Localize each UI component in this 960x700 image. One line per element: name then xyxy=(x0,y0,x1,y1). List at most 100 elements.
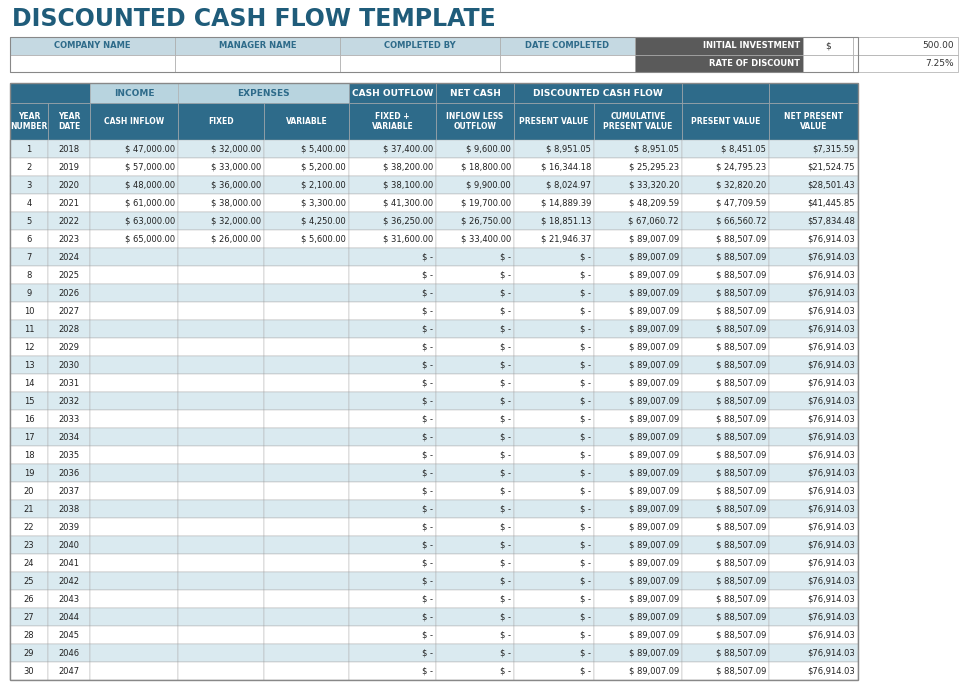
Bar xyxy=(514,626,594,644)
Text: $76,914.03: $76,914.03 xyxy=(807,234,855,244)
Bar xyxy=(264,374,349,392)
Text: $ -: $ - xyxy=(500,666,511,676)
Text: RATE OF DISCOUNT: RATE OF DISCOUNT xyxy=(709,59,800,68)
Text: $ -: $ - xyxy=(580,666,591,676)
Bar xyxy=(264,518,349,536)
Bar xyxy=(90,392,178,410)
Bar xyxy=(178,662,264,680)
Text: $ 47,709.59: $ 47,709.59 xyxy=(716,199,766,207)
Text: $ 89,007.09: $ 89,007.09 xyxy=(629,342,679,351)
Text: $ 33,000.00: $ 33,000.00 xyxy=(211,162,261,172)
Bar xyxy=(178,140,264,158)
Bar xyxy=(48,644,90,662)
Text: $ 89,007.09: $ 89,007.09 xyxy=(629,451,679,459)
Bar xyxy=(48,230,90,248)
Bar xyxy=(436,626,514,644)
Bar xyxy=(514,644,594,662)
Text: 2028: 2028 xyxy=(59,325,80,333)
Text: $ 88,507.09: $ 88,507.09 xyxy=(715,577,766,585)
Text: $ -: $ - xyxy=(422,253,433,262)
Text: $ 88,507.09: $ 88,507.09 xyxy=(715,342,766,351)
Text: $ 89,007.09: $ 89,007.09 xyxy=(629,577,679,585)
Bar xyxy=(500,37,635,55)
Text: $ -: $ - xyxy=(580,288,591,298)
Bar xyxy=(48,338,90,356)
Text: 2021: 2021 xyxy=(59,199,80,207)
Bar xyxy=(682,644,769,662)
Bar xyxy=(436,446,514,464)
Text: 2035: 2035 xyxy=(59,451,80,459)
Text: 2: 2 xyxy=(26,162,32,172)
Bar xyxy=(48,482,90,500)
Text: $ 88,507.09: $ 88,507.09 xyxy=(715,234,766,244)
Bar xyxy=(349,230,436,248)
Text: 13: 13 xyxy=(24,360,35,370)
Text: DISCOUNTED CASH FLOW: DISCOUNTED CASH FLOW xyxy=(533,88,662,97)
Text: 2019: 2019 xyxy=(59,162,80,172)
Bar xyxy=(178,103,264,140)
Text: $ 88,507.09: $ 88,507.09 xyxy=(715,288,766,298)
Bar xyxy=(10,464,48,482)
Text: $76,914.03: $76,914.03 xyxy=(807,577,855,585)
Bar xyxy=(682,374,769,392)
Bar xyxy=(349,500,436,518)
Bar xyxy=(769,230,858,248)
Text: $ 48,209.59: $ 48,209.59 xyxy=(629,199,679,207)
Bar xyxy=(682,284,769,302)
Bar xyxy=(769,103,858,140)
Bar xyxy=(514,284,594,302)
Bar xyxy=(90,554,178,572)
Bar xyxy=(264,284,349,302)
Bar xyxy=(90,608,178,626)
Bar xyxy=(48,536,90,554)
Bar xyxy=(594,572,682,590)
Text: $ -: $ - xyxy=(500,559,511,568)
Bar xyxy=(514,500,594,518)
Text: 3: 3 xyxy=(26,181,32,190)
Bar xyxy=(436,248,514,266)
Bar xyxy=(594,536,682,554)
Bar xyxy=(682,626,769,644)
Bar xyxy=(178,248,264,266)
Text: $ 63,000.00: $ 63,000.00 xyxy=(125,216,175,225)
Bar xyxy=(514,83,682,103)
Bar xyxy=(10,284,48,302)
Text: $ 26,000.00: $ 26,000.00 xyxy=(211,234,261,244)
Text: $ 88,507.09: $ 88,507.09 xyxy=(715,253,766,262)
Text: $ -: $ - xyxy=(422,270,433,279)
Text: $ -: $ - xyxy=(500,414,511,424)
Bar xyxy=(264,662,349,680)
Bar xyxy=(682,356,769,374)
Text: $ -: $ - xyxy=(500,648,511,657)
Text: MANAGER NAME: MANAGER NAME xyxy=(219,41,297,50)
Text: $ 88,507.09: $ 88,507.09 xyxy=(715,559,766,568)
Text: $ 8,451.05: $ 8,451.05 xyxy=(721,144,766,153)
Bar xyxy=(48,374,90,392)
Bar xyxy=(769,554,858,572)
Text: $76,914.03: $76,914.03 xyxy=(807,612,855,622)
Bar xyxy=(48,320,90,338)
Text: $ 88,507.09: $ 88,507.09 xyxy=(715,648,766,657)
Bar xyxy=(178,212,264,230)
Text: CASH OUTFLOW: CASH OUTFLOW xyxy=(351,88,433,97)
Text: $ 33,400.00: $ 33,400.00 xyxy=(461,234,511,244)
Bar xyxy=(10,554,48,572)
Bar xyxy=(48,266,90,284)
Bar xyxy=(682,212,769,230)
Bar xyxy=(682,554,769,572)
Bar xyxy=(682,320,769,338)
Bar xyxy=(594,608,682,626)
Text: $ 89,007.09: $ 89,007.09 xyxy=(629,433,679,442)
Bar xyxy=(10,626,48,644)
Text: 2033: 2033 xyxy=(59,414,80,424)
Bar xyxy=(90,83,178,103)
Bar xyxy=(264,338,349,356)
Text: $ 19,700.00: $ 19,700.00 xyxy=(461,199,511,207)
Bar xyxy=(594,212,682,230)
Text: $ 88,507.09: $ 88,507.09 xyxy=(715,414,766,424)
Text: 2031: 2031 xyxy=(59,379,80,388)
Bar xyxy=(514,482,594,500)
Bar xyxy=(10,590,48,608)
Bar xyxy=(10,428,48,446)
Bar xyxy=(48,284,90,302)
